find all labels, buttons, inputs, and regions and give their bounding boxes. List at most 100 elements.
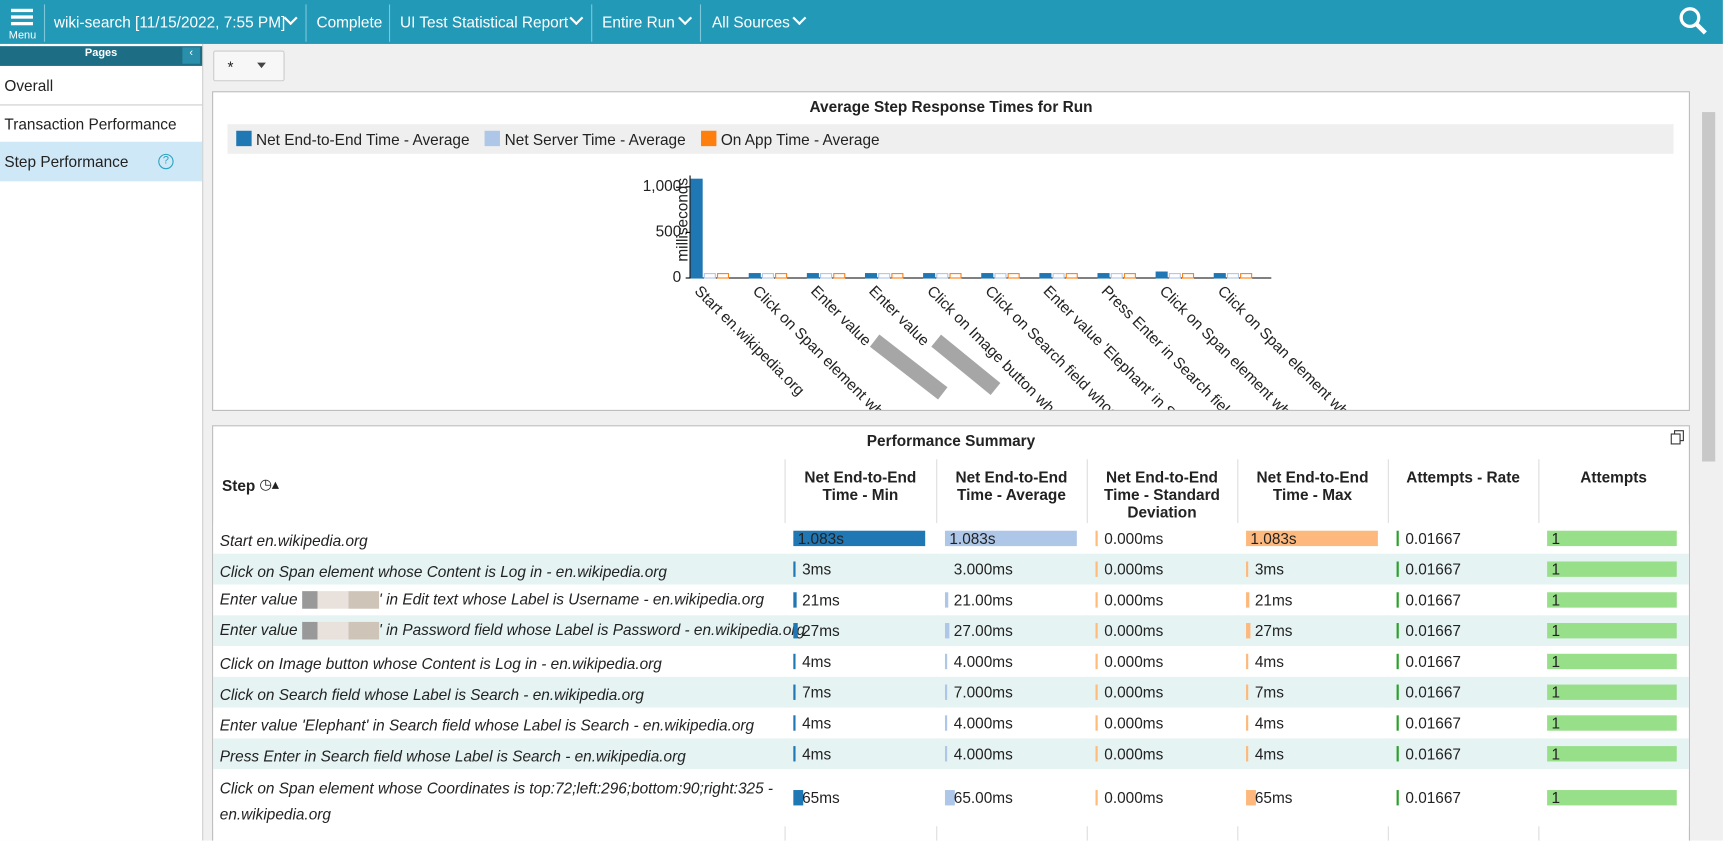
cell-value: 4.000ms xyxy=(953,714,1013,732)
run-selector[interactable]: wiki-search [11/15/2022, 7:55 PM] xyxy=(53,13,286,31)
cell-value: 0.000ms xyxy=(1104,652,1164,671)
column-header[interactable]: Net End-to-End Time - Min xyxy=(804,468,917,504)
cell-bar xyxy=(1246,592,1250,608)
bar xyxy=(703,273,716,279)
cell-bar xyxy=(1396,592,1399,608)
y-axis-label: milliseconds xyxy=(675,178,692,262)
sidebar: Pages ‹ Overall Transaction Performance … xyxy=(0,43,204,841)
column-header[interactable]: Net End-to-End Time - Standard Deviation xyxy=(1103,468,1220,521)
source-selector[interactable]: All Sources xyxy=(712,13,790,31)
collapse-button[interactable]: ‹ xyxy=(182,47,200,64)
cell-bar xyxy=(1095,530,1098,547)
cell-value: 4ms xyxy=(1254,652,1284,671)
bar xyxy=(775,273,788,279)
bar xyxy=(1007,273,1020,279)
status[interactable]: Complete xyxy=(316,13,383,31)
cell-value: 3ms xyxy=(802,560,832,578)
bar xyxy=(1155,271,1168,279)
cell-bar xyxy=(1396,530,1399,547)
cell-value: 0.01667 xyxy=(1405,652,1461,671)
column-header[interactable]: Attempts xyxy=(1580,468,1647,486)
legend-swatch xyxy=(236,130,252,147)
legend-swatch xyxy=(701,130,717,147)
scrollbar[interactable] xyxy=(1698,97,1718,833)
cell-value: 27ms xyxy=(802,621,840,640)
cell-value: 0.000ms xyxy=(1104,560,1164,578)
cell-bar xyxy=(1246,561,1249,577)
table-row xyxy=(213,615,1689,647)
cell-bar xyxy=(793,790,804,806)
legend-label[interactable]: Net Server Time - Average xyxy=(504,130,686,149)
step-name: Enter value xyxy=(219,590,298,608)
step-name: Click on Image button whose Content is L… xyxy=(219,654,662,673)
cell-bar xyxy=(1547,530,1677,547)
legend-label[interactable]: Net End-to-End Time - Average xyxy=(256,130,470,149)
bar xyxy=(716,273,730,279)
cell-value: 0.01667 xyxy=(1405,788,1461,807)
filter-dropdown[interactable]: * xyxy=(213,50,285,82)
report-selector[interactable]: UI Test Statistical Report xyxy=(399,13,569,31)
cell-value: 65ms xyxy=(1254,788,1293,807)
bar xyxy=(748,273,761,279)
cell-value: 1 xyxy=(1551,714,1561,732)
cell-bar xyxy=(944,715,948,731)
bar xyxy=(994,273,1007,279)
x-tick-label: Click on Span element whose xyxy=(1214,283,1369,410)
cell-bar xyxy=(944,530,1077,547)
cell-value: 0.000ms xyxy=(1104,788,1164,807)
cell-bar xyxy=(793,561,796,577)
cell-bar xyxy=(1246,790,1256,806)
step-name: Enter value 'Elephant' in Search field w… xyxy=(219,716,755,734)
column-header[interactable]: Net End-to-End Time - Average xyxy=(955,468,1068,504)
cell-value: 4ms xyxy=(1254,744,1284,763)
table-row xyxy=(213,584,1689,616)
cell-bar xyxy=(944,746,948,762)
bar xyxy=(1181,273,1195,279)
step-name: Click on Search field whose Label is Sea… xyxy=(219,685,644,704)
legend-label[interactable]: On App Time - Average xyxy=(720,130,880,149)
help-icon[interactable]: ? xyxy=(158,153,174,170)
cell-value: 1 xyxy=(1551,591,1561,609)
cell-bar xyxy=(1246,530,1378,547)
nav-item[interactable]: Transaction Performance xyxy=(4,115,177,133)
cell-value: 0.000ms xyxy=(1104,714,1164,732)
menu-button[interactable] xyxy=(10,8,33,26)
table-row xyxy=(213,676,1689,708)
cell-value: 0.000ms xyxy=(1104,529,1164,548)
cell-value: 1 xyxy=(1551,652,1561,671)
cell-value: 4ms xyxy=(802,652,832,671)
cell-value: 4ms xyxy=(802,744,832,763)
cell-bar xyxy=(1246,746,1249,762)
y-tick-label: 0 xyxy=(673,269,682,286)
cell-value: 3ms xyxy=(1254,560,1284,578)
cell-bar xyxy=(1095,715,1098,731)
step-name: ' in Password field whose Label is Passw… xyxy=(378,620,806,639)
cell-value: 27.00ms xyxy=(953,621,1013,640)
range-selector[interactable]: Entire Run xyxy=(602,13,675,31)
sidebar-title: Pages xyxy=(0,46,203,66)
sort-icon[interactable]: ◷▴ xyxy=(259,475,279,493)
cell-bar xyxy=(1396,623,1399,639)
cell-bar xyxy=(1547,715,1677,731)
cell-bar xyxy=(1396,684,1399,700)
copy-icon[interactable] xyxy=(1670,430,1685,445)
cell-value: 7.000ms xyxy=(953,683,1013,702)
cell-bar xyxy=(793,623,798,639)
bar xyxy=(936,273,949,279)
cell-value: 1 xyxy=(1551,621,1561,640)
cell-value: 65ms xyxy=(802,788,840,807)
search-icon[interactable] xyxy=(1678,5,1709,36)
cell-bar xyxy=(1246,623,1251,639)
cell-value: 1.083s xyxy=(949,529,996,548)
column-header[interactable]: Step xyxy=(221,476,256,495)
cell-bar xyxy=(1547,684,1677,700)
cell-value: 0.01667 xyxy=(1405,621,1461,640)
cell-bar xyxy=(793,592,797,608)
column-header[interactable]: Net End-to-End Time - Max xyxy=(1256,468,1369,504)
cell-value: 1 xyxy=(1551,560,1561,578)
cell-value: 1.083s xyxy=(797,529,844,548)
cell-bar xyxy=(1095,653,1098,670)
nav-item-selected[interactable]: Step Performance xyxy=(4,152,129,171)
nav-item[interactable]: Overall xyxy=(4,76,54,95)
column-header[interactable]: Attempts - Rate xyxy=(1406,468,1520,486)
